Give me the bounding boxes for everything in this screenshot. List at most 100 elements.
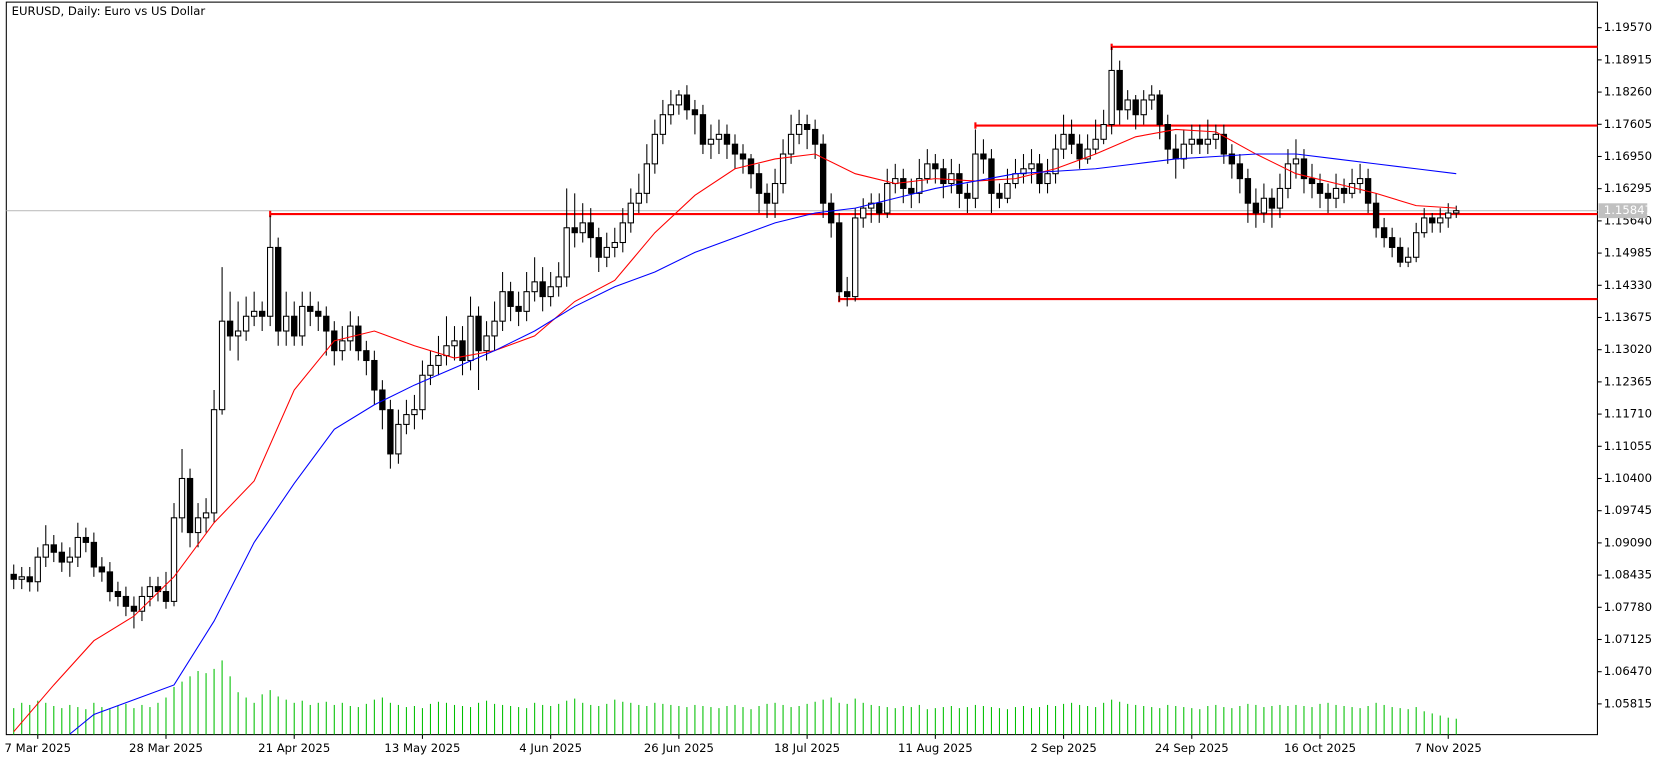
candle-body [1044, 173, 1051, 185]
candle-body [1180, 143, 1187, 160]
candle-body [755, 173, 763, 194]
candle-body [34, 556, 41, 583]
candle-body [651, 133, 659, 165]
y-tick-label: 1.13020 [1604, 342, 1652, 356]
candle-body [611, 241, 618, 248]
candle-body [1308, 178, 1316, 185]
candle-body [884, 182, 891, 214]
candle-body [218, 320, 226, 411]
candle-body [74, 536, 82, 558]
candle-body [435, 355, 442, 366]
x-tick-label: 21 Apr 2025 [258, 741, 330, 755]
candle-body [619, 222, 626, 244]
candle-body [1380, 227, 1388, 239]
candle-body [66, 556, 74, 563]
candle-body [242, 315, 250, 332]
candle-body [1188, 138, 1195, 145]
candle-body [1276, 187, 1284, 209]
y-tick-label: 1.16950 [1604, 149, 1652, 163]
candle-body [876, 202, 883, 214]
candle-body [154, 586, 162, 593]
y-tick-label: 1.18260 [1604, 85, 1652, 99]
candle-body [411, 409, 418, 416]
candle-body [659, 114, 667, 135]
candle-body [1268, 197, 1276, 209]
candle-body [226, 320, 234, 337]
candle-body [1052, 148, 1059, 175]
candle-body [1445, 212, 1452, 219]
x-tick-label: 7 Mar 2025 [5, 741, 71, 755]
candle-body [1132, 99, 1139, 116]
candle-body [1196, 138, 1203, 145]
candle-body [1316, 182, 1324, 194]
y-tick-label: 1.14330 [1604, 278, 1652, 292]
y-tick-label: 1.09745 [1604, 503, 1652, 517]
y-tick-label: 1.06470 [1604, 664, 1652, 678]
candle-body [162, 591, 170, 602]
candle-body [483, 335, 490, 352]
candle-body [1324, 192, 1332, 199]
candle-body [250, 310, 258, 317]
candle-body [363, 350, 370, 362]
x-tick-label: 18 Jul 2025 [774, 741, 840, 755]
candle-body [387, 409, 394, 455]
candle-body [1453, 210, 1460, 214]
candle-body [1292, 158, 1300, 165]
moving-average [13, 128, 1457, 733]
candle-body [844, 291, 851, 298]
price-tag [1598, 203, 1648, 219]
candle-body [266, 246, 274, 317]
candle-body [114, 591, 122, 598]
candle-body [699, 114, 707, 145]
candle-body [507, 291, 514, 307]
candle-body [1421, 217, 1428, 234]
candle-body [1108, 69, 1115, 126]
y-tick-label: 1.07125 [1604, 632, 1652, 646]
y-tick-label: 1.17605 [1604, 117, 1652, 131]
candle-body [499, 291, 506, 322]
candle-body [996, 192, 1003, 199]
candle-body [803, 124, 811, 130]
y-tick-label: 1.18915 [1604, 52, 1652, 66]
candle-body [491, 320, 498, 337]
candle-body [1388, 237, 1396, 248]
candle-body [771, 182, 779, 204]
candle-body [900, 178, 907, 189]
y-tick-label: 1.12365 [1604, 374, 1652, 388]
candle-body [210, 409, 218, 514]
candle-body [916, 178, 923, 194]
candle-body [467, 315, 474, 362]
candle-body [1252, 202, 1260, 214]
candle-body [948, 173, 955, 185]
candle-body [186, 477, 194, 534]
plot-frame [5, 1, 1598, 736]
candle-body [355, 325, 362, 352]
candle-body [170, 517, 178, 602]
candle-body [315, 310, 322, 317]
candle-body [555, 276, 562, 288]
candle-body [18, 576, 25, 580]
candle-body [683, 94, 691, 111]
candle-body [82, 536, 90, 543]
candle-body [1204, 138, 1211, 145]
candle-body [1164, 124, 1171, 150]
candle-body [827, 202, 835, 224]
candle-body [371, 359, 378, 391]
candle-body [1212, 133, 1220, 140]
candle-body [90, 541, 98, 568]
candle-body [1220, 133, 1228, 155]
candle-body [603, 246, 610, 258]
candle-body [451, 340, 458, 347]
candle-body [443, 345, 450, 357]
candle-body [1236, 163, 1244, 180]
candle-body [643, 163, 651, 194]
candle-body [138, 595, 146, 612]
candle-body [635, 192, 643, 204]
candle-body [122, 595, 130, 607]
candle-body [1100, 124, 1107, 140]
x-tick-label: 16 Oct 2025 [1284, 741, 1356, 755]
x-tick-label: 4 Jun 2025 [519, 741, 582, 755]
candle-body [1092, 138, 1099, 150]
